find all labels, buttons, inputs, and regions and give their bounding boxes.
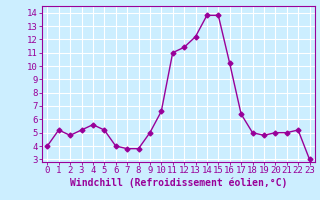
X-axis label: Windchill (Refroidissement éolien,°C): Windchill (Refroidissement éolien,°C): [70, 178, 287, 188]
